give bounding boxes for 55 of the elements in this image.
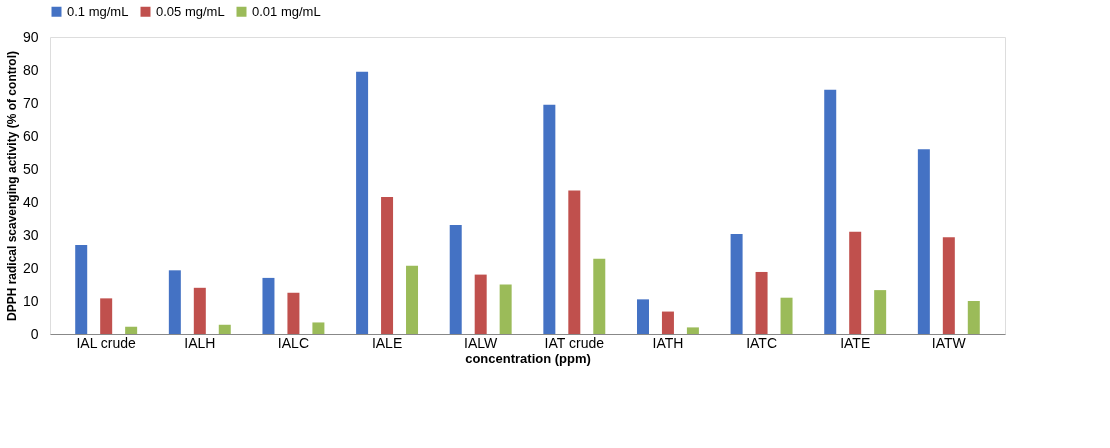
bar (593, 258, 606, 334)
x-axis-title: concentration (ppm) (465, 350, 591, 366)
y-axis-title: DPPH radical scavenging activity (% of control) (4, 50, 19, 322)
bar (356, 71, 369, 334)
bar (125, 326, 138, 334)
bar (193, 287, 206, 334)
bar (967, 301, 980, 334)
bar (262, 277, 275, 334)
bar (568, 190, 581, 334)
bar (780, 297, 793, 334)
bar (917, 149, 930, 334)
legend-label: 0.01 mg/mL (252, 3, 321, 19)
bar (449, 225, 462, 334)
y-tick-label: 30 (22, 226, 39, 243)
x-tick-label: IALW (464, 334, 499, 351)
x-tick-label: IATC (746, 334, 777, 351)
bar (942, 237, 955, 334)
y-tick-label: 80 (22, 61, 39, 78)
bar (874, 290, 887, 334)
x-tick-label: IAL crude (76, 334, 137, 351)
bar (474, 274, 487, 334)
bar (543, 104, 556, 334)
bar (381, 197, 394, 334)
x-tick-label: IALC (277, 334, 309, 351)
bar (636, 299, 649, 334)
y-tick-label: 0 (30, 325, 39, 342)
y-tick-label: 10 (22, 292, 39, 309)
y-tick-label: 50 (22, 160, 39, 177)
bar (406, 265, 419, 334)
bar (849, 231, 862, 334)
legend-label: 0.1 mg/mL (67, 3, 129, 19)
y-tick-label: 60 (22, 127, 39, 144)
bar (100, 298, 113, 334)
bar (755, 271, 768, 334)
bar (75, 244, 88, 334)
x-tick-label: IALH (184, 334, 216, 351)
bar (730, 234, 743, 334)
legend-label: 0.05 mg/mL (156, 3, 225, 19)
bar (168, 270, 181, 334)
bar (312, 322, 325, 334)
x-tick-label: IATE (840, 334, 871, 351)
y-tick-label: 70 (22, 94, 39, 111)
x-tick-label: IAT crude (544, 334, 605, 351)
y-tick-label: 20 (22, 259, 39, 276)
bar (499, 284, 512, 334)
x-tick-label: IALE (371, 334, 403, 351)
bar (686, 327, 699, 334)
y-tick-label: 90 (22, 28, 39, 45)
bar (824, 89, 837, 334)
x-tick-label: IATH (652, 334, 684, 351)
bar (218, 324, 231, 334)
bar (661, 311, 674, 334)
x-tick-label: IATW (931, 334, 967, 351)
bar (287, 292, 300, 334)
y-tick-label: 40 (22, 193, 39, 210)
